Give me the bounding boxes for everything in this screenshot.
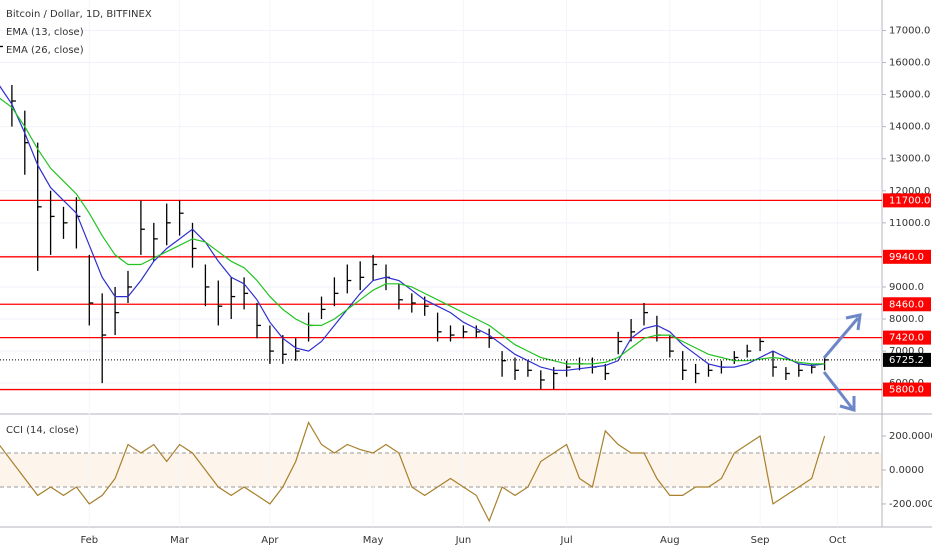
y-tick-label: -200.0000 <box>889 499 932 510</box>
y-tick-label: 8000.0 <box>889 314 924 325</box>
level-label: 7420.0 <box>889 333 924 344</box>
chart-title: Bitcoin / Dollar, 1D, BITFINEX <box>6 9 152 20</box>
marks <box>0 0 882 527</box>
x-tick-label: Feb <box>80 535 98 546</box>
y-tick-label: 14000.0 <box>889 122 930 133</box>
y-tick-label: 17000.0 <box>889 25 930 36</box>
x-tick-label: Mar <box>170 535 190 546</box>
level-label-box <box>883 193 931 208</box>
level-label: 11700.0 <box>889 195 930 206</box>
ema-line <box>0 97 825 365</box>
arrow-down-head <box>839 396 856 412</box>
x-tick-label: Jul <box>560 535 573 546</box>
y-tick-label: 15000.0 <box>889 90 930 101</box>
y-tick-label: 7000.0 <box>889 346 924 357</box>
level-label-box <box>883 382 931 397</box>
level-label: 9940.0 <box>889 252 924 263</box>
level-label: 5800.0 <box>889 385 924 396</box>
x-tick-label: Apr <box>261 535 279 546</box>
arrow-up-head <box>845 313 862 331</box>
arrow-up <box>822 317 860 359</box>
y-tick-label: 0.0000 <box>889 465 924 476</box>
last-price-box <box>883 352 931 367</box>
x-tick-label: Aug <box>660 535 680 546</box>
x-tick-label: Jun <box>455 535 472 546</box>
y-tick-label: 12000.0 <box>889 186 930 197</box>
arrows <box>822 313 862 412</box>
legend-entry: EMA (13, close) <box>6 27 84 38</box>
level-label-box <box>883 330 931 345</box>
y-tick-label: 9000.0 <box>889 282 924 293</box>
x-tick-label: May <box>363 535 384 546</box>
arrow-down <box>822 371 854 409</box>
x-tick-label: Oct <box>829 535 846 546</box>
ema-line <box>0 85 825 371</box>
y-tick-label: 13000.0 <box>889 154 930 165</box>
legend-entry: EMA (26, close) <box>6 45 84 56</box>
last-price-label: 6725.2 <box>889 355 924 366</box>
y-tick-label: 11000.0 <box>889 218 930 229</box>
level-label: 8460.0 <box>889 299 924 310</box>
cci-line <box>0 420 826 523</box>
cci-band <box>0 452 882 487</box>
indicator-title: CCI (14, close) <box>6 425 79 436</box>
y-tick-label: 200.0000 <box>889 431 932 442</box>
x-tick-label: Sep <box>751 535 770 546</box>
level-label-box <box>883 249 931 264</box>
y-tick-label: 16000.0 <box>889 58 930 69</box>
level-label-box <box>883 297 931 312</box>
